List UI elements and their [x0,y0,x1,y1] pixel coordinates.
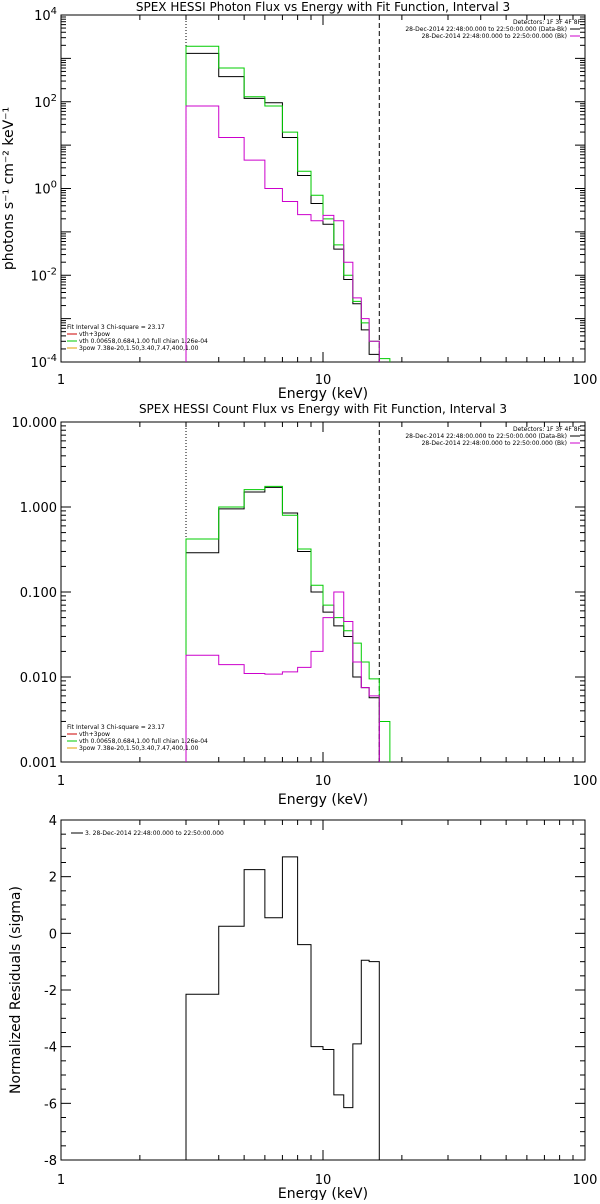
fit-info-label: 3pow 7.38e-20,1.50,3.40,7.47,400,1.00 [79,745,199,752]
x-tick-label: 1 [57,373,65,388]
y-tick-label: 104 [34,6,57,24]
y-tick-label: 0.100 [20,586,57,601]
series-1-line [185,856,380,1160]
y-tick-label: -6 [44,1097,57,1112]
fit-info-label: vth+3pow [79,331,110,338]
y-tick-label: 10-2 [30,266,57,284]
y-tick-label: 100 [34,180,57,198]
x-axis-label: Energy (keV) [278,1186,368,1200]
chart-panel-3: 1 10 100 Energy (keV) 4 2 0 -2 -4 -6 -8 Normalized … [8,814,598,1202]
chart-title: SPEX HESSI Photon Flux vs Energy with Fi… [136,0,510,14]
series-3-line [185,105,380,362]
y-axis-label: photons s⁻¹ cm⁻² keV⁻¹ [1,107,17,270]
x-tick-label: 1 [57,1173,65,1188]
y-tick-label: -4 [44,1041,57,1056]
chart-panel-2: SPEX HESSI Count Flux vs Energy with Fit… [12,402,598,808]
y-tick-label: -2 [44,984,57,999]
x-tick-label: 100 [573,373,598,388]
x-tick-label: 1 [57,774,65,789]
y-tick-label: 4 [49,814,57,829]
y-tick-label: 2 [49,871,57,886]
fit-info-label: Fit Interval 3 Chi-square = 23.17 [67,324,165,331]
legend-label: 28-Dec-2014 22:48:00.000 to 22:50:00.000… [405,433,567,440]
x-tick-label: 10 [315,373,332,388]
y-tick-label: 0.001 [20,756,57,771]
y-tick-label: 10-4 [30,353,57,371]
y-axis-label: Normalized Residuals (sigma) [8,886,24,1094]
legend-label: 28-Dec-2014 22:48:00.000 to 22:50:00.000… [422,440,567,447]
chart-panel-1: SPEX HESSI Photon Flux vs Energy with Fi… [1,0,597,402]
x-tick-label: 10 [315,1173,332,1188]
x-tick-label: 100 [573,774,598,789]
legend-header: Detectors: 1F 3F 4F 8F [513,19,582,26]
legend-label: 28-Dec-2014 22:48:00.000 to 22:50:00.000… [405,26,567,33]
legend-header: Detectors: 1F 3F 4F 8F [513,426,582,433]
y-tick-label: 0.010 [20,671,57,686]
x-axis-label: Energy (keV) [278,386,368,402]
fit-info-label: vth 0.00658,0.684,1.00 full chian 1.26e-… [79,738,208,745]
fit-info-label: vth 0.00658,0.684,1.00 full chian 1.26e-… [79,338,208,345]
fit-info-label: Fit Interval 3 Chi-square = 23.17 [67,724,165,731]
fit-info-label: 3pow 7.38e-20,1.50,3.40,7.47,400,1.00 [79,345,199,352]
fit-info-label: vth+3pow [79,731,110,738]
y-tick-label: -8 [44,1154,57,1169]
legend-label: 3. 28-Dec-2014 22:48:00.000 to 22:50:00.… [85,830,224,837]
x-axis-label: Energy (keV) [278,792,368,808]
y-tick-label: 0 [49,927,57,942]
x-tick-label: 10 [315,774,332,789]
chart-title: SPEX HESSI Count Flux vs Energy with Fit… [139,402,507,416]
y-tick-label: 10.000 [12,416,58,431]
x-tick-label: 100 [573,1173,598,1188]
legend-label: 28-Dec-2014 22:48:00.000 to 22:50:00.000… [422,33,567,40]
series-3-line [185,591,380,762]
y-tick-label: 1.000 [20,501,57,516]
series-2-line [185,485,391,762]
y-tick-label: 102 [34,93,57,111]
